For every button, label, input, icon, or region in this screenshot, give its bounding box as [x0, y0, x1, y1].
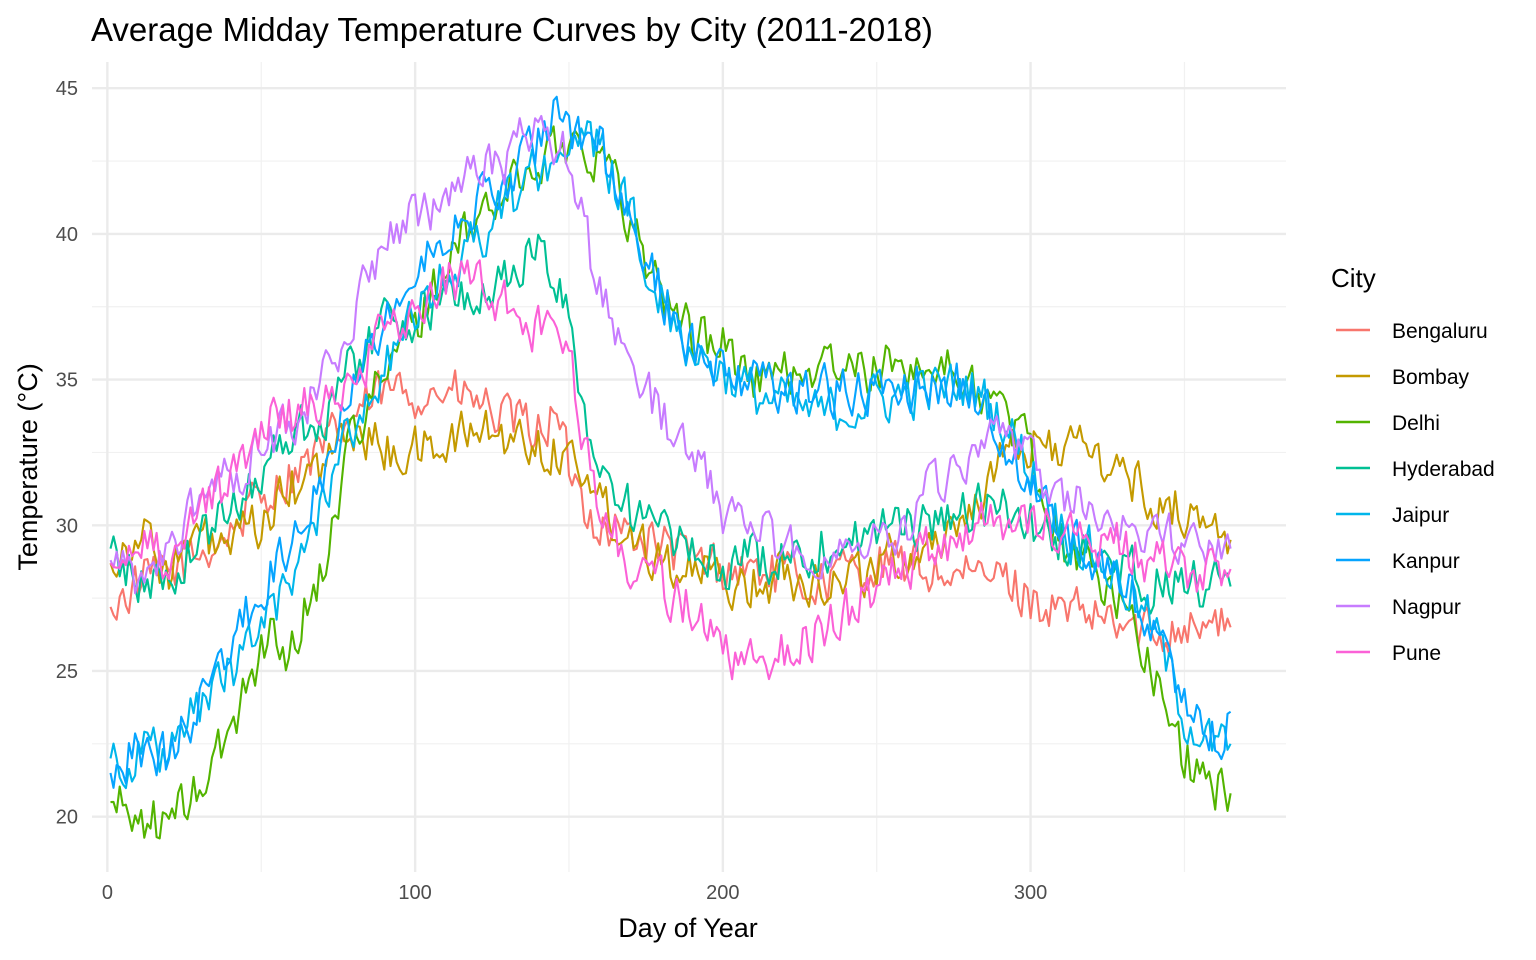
x-tick-label: 300 [1014, 882, 1047, 904]
y-tick-label: 35 [56, 370, 78, 392]
legend: City Bengaluru Bombay Delhi Hyderabad Jaipur… [1331, 263, 1495, 665]
series-line-bengaluru [109, 369, 1232, 656]
chart-title: Average Midday Temperature Curves by Cit… [91, 11, 933, 48]
x-tick-label: 100 [398, 882, 431, 904]
legend-label-delhi: Delhi [1392, 412, 1440, 435]
series-line-bombay [109, 409, 1232, 612]
series-line-delhi [110, 125, 1232, 840]
y-tick-label: 30 [56, 515, 78, 537]
axes: 0 100 200 300 20 25 30 35 40 45 [56, 78, 1048, 904]
y-tick-label: 20 [56, 807, 78, 829]
y-tick-label: 45 [56, 78, 78, 100]
legend-label-hyderabad: Hyderabad [1392, 458, 1495, 481]
legend-label-pune: Pune [1392, 642, 1441, 665]
legend-title: City [1331, 263, 1376, 293]
grid [92, 62, 1286, 872]
x-axis-title: Day of Year [618, 913, 758, 943]
legend-label-bengaluru: Bengaluru [1392, 320, 1488, 343]
y-axis-title: Temperature (°C) [13, 363, 43, 570]
plot-lines [109, 95, 1232, 840]
series-line-nagpur [109, 114, 1232, 595]
series-line-pune [109, 259, 1232, 681]
series-line-kanpur [109, 95, 1232, 789]
legend-label-kanpur: Kanpur [1392, 550, 1460, 573]
legend-label-bombay: Bombay [1392, 366, 1470, 389]
x-tick-label: 0 [102, 882, 113, 904]
x-tick-label: 200 [706, 882, 739, 904]
y-tick-label: 40 [56, 224, 78, 246]
legend-label-nagpur: Nagpur [1392, 596, 1461, 619]
y-tick-label: 25 [56, 661, 78, 683]
legend-label-jaipur: Jaipur [1392, 504, 1449, 527]
